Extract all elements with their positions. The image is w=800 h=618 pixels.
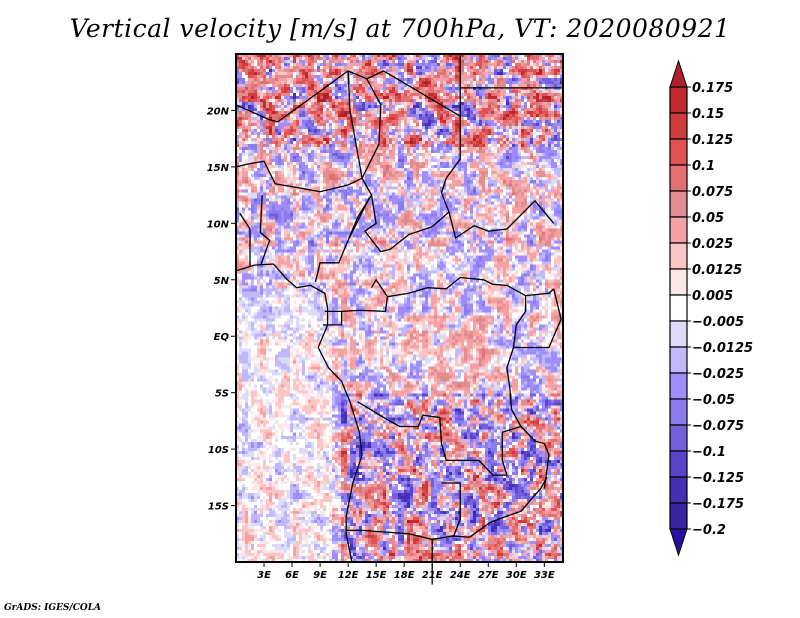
colorbar-bin — [669, 294, 688, 322]
border-line — [239, 212, 251, 267]
colorbar: 0.175 0.15 0.125 0.1 0.075 0.05 0.025 0.0125 0.0… — [669, 59, 753, 557]
vertical-velocity-field — [236, 54, 563, 562]
colorbar-label: 0.075 — [692, 185, 733, 200]
x-tick-label: 9E — [313, 570, 327, 581]
colorbar-bin — [669, 268, 688, 296]
colorbar-bin — [669, 86, 688, 114]
y-tick-label: 15N — [207, 163, 230, 174]
x-tick-label: 15E — [366, 570, 387, 581]
y-tick-label: 15S — [208, 502, 229, 513]
colorbar-label: 0.125 — [692, 133, 733, 148]
border-line — [520, 426, 550, 489]
border-line — [347, 70, 363, 179]
colorbar-bin — [669, 112, 688, 140]
colorbar-bin — [669, 502, 688, 530]
chart-title: Vertical velocity [m/s] at 700hPa, VT: 2… — [69, 14, 731, 43]
border-line — [235, 263, 363, 563]
y-tick-label: 20N — [207, 106, 230, 117]
colorbar-label: −0.125 — [692, 471, 744, 486]
y-tick-label: 5S — [215, 389, 229, 400]
colorbar-label: −0.025 — [692, 367, 744, 382]
colorbar-label: −0.2 — [692, 523, 726, 538]
border-line — [235, 160, 363, 193]
border-line — [346, 529, 470, 541]
colorbar-label: 0.0125 — [692, 263, 742, 278]
colorbar-bin — [669, 320, 688, 348]
border-line — [314, 194, 373, 283]
x-tick-label: 6E — [285, 570, 299, 581]
colorbar-label: −0.005 — [692, 315, 744, 330]
colorbar-bin — [669, 138, 688, 166]
border-line — [324, 278, 389, 313]
colorbar-label: −0.1 — [692, 445, 726, 460]
colorbar-label: 0.05 — [692, 211, 724, 226]
border-line — [525, 288, 555, 297]
x-tick-label: 24E — [450, 570, 471, 581]
y-tick-label: 5N — [214, 276, 230, 287]
colorbar-bin — [669, 216, 688, 244]
border-line — [441, 482, 461, 537]
colorbar-extend-max — [669, 59, 688, 88]
border-line — [513, 288, 562, 349]
grads-credit: GrADS: IGES/COLA — [4, 603, 102, 613]
x-tick-label: 18E — [394, 570, 415, 581]
colorbar-bin — [669, 476, 688, 504]
x-tick-label: 21E — [422, 570, 443, 581]
map-frame — [235, 53, 564, 563]
colorbar-label: 0.1 — [692, 159, 715, 174]
colorbar-bin — [669, 372, 688, 400]
border-line — [347, 197, 371, 241]
x-tick-label: 27E — [478, 570, 499, 581]
x-tick-label: 3E — [257, 570, 271, 581]
border-line — [469, 476, 548, 538]
colorbar-label: −0.05 — [692, 393, 735, 408]
colorbar-label: 0.005 — [692, 289, 733, 304]
colorbar-bin — [669, 450, 688, 478]
border-line — [361, 78, 450, 253]
y-tick-label: 10N — [207, 219, 230, 230]
y-axis-ticks: 20N 15N 10N 5N EQ 5S 10S 15S — [207, 106, 236, 513]
y-tick-label: EQ — [214, 332, 230, 343]
colorbar-bin — [669, 424, 688, 452]
country-borders — [235, 55, 563, 585]
colorbar-extend-min — [669, 528, 688, 557]
colorbar-label: 0.15 — [692, 107, 724, 122]
border-line — [357, 276, 527, 476]
border-line — [259, 195, 271, 265]
colorbar-label: −0.175 — [692, 497, 744, 512]
x-tick-label: 12E — [338, 570, 359, 581]
colorbar-label: −0.075 — [692, 419, 744, 434]
colorbar-bin — [669, 346, 688, 374]
colorbar-bin — [669, 190, 688, 218]
colorbar-label: 0.025 — [692, 237, 733, 252]
border-line — [322, 311, 343, 326]
border-line — [235, 70, 555, 240]
x-axis-ticks: 3E 6E 9E 12E 15E 18E 21E 24E 27E 30E 33E — [257, 562, 555, 581]
colorbar-label: −0.0125 — [692, 341, 753, 356]
y-tick-label: 10S — [208, 445, 229, 456]
x-tick-label: 33E — [534, 570, 555, 581]
colorbar-bin — [669, 242, 688, 270]
colorbar-bin — [669, 164, 688, 192]
x-tick-label: 30E — [506, 570, 527, 581]
colorbar-label: 0.175 — [692, 81, 733, 96]
colorbar-bin — [669, 398, 688, 426]
